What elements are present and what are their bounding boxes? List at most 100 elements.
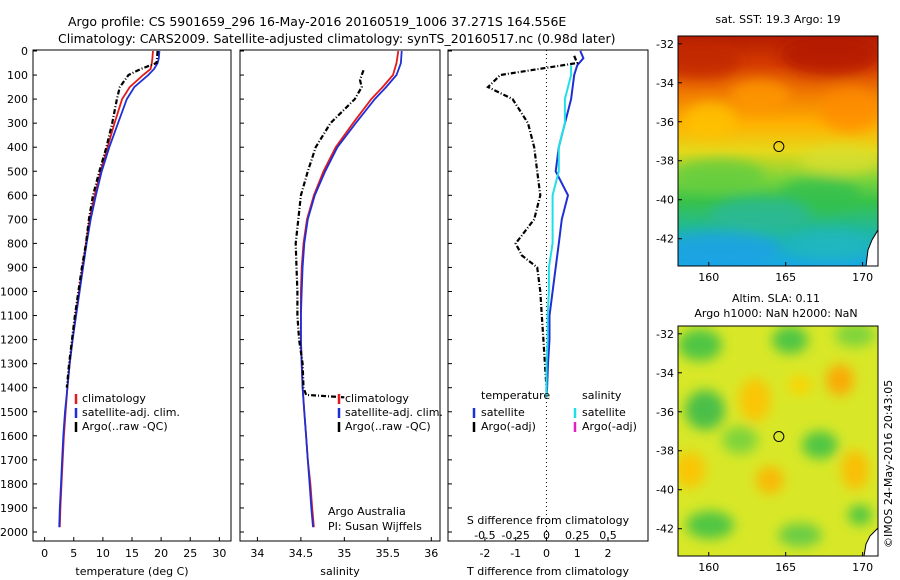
sst-map-frame xyxy=(677,35,879,267)
map-lon-label: 170 xyxy=(852,271,873,284)
depth-tick-label: 400 xyxy=(7,141,28,154)
x-tick-label: 34.5 xyxy=(289,547,314,560)
depth-tick-label: 1000 xyxy=(0,286,28,299)
difference-series-2 xyxy=(545,65,573,398)
depth-tick-label: 1300 xyxy=(0,358,28,371)
depth-tick-label: 500 xyxy=(7,165,28,178)
map-lat-label: -36 xyxy=(656,116,674,129)
map-lat-label: -32 xyxy=(656,328,674,341)
difference-legend-label: satellite xyxy=(481,406,525,419)
x-tick-label: 0 xyxy=(543,547,550,560)
pi-label: PI: Susan Wijffels xyxy=(328,520,422,533)
sst-map-field xyxy=(678,36,878,266)
map-lat-label: -32 xyxy=(656,38,674,51)
sla-map-field xyxy=(678,326,878,556)
depth-tick-label: 600 xyxy=(7,189,28,202)
difference-series-1 xyxy=(486,55,579,398)
depth-tick-label: 1800 xyxy=(0,478,28,491)
s-difference-tick-label: -0.25 xyxy=(501,529,529,542)
sla-map-title-2: Argo h1000: NaN h2000: NaN xyxy=(694,307,857,320)
depth-tick-label: 1700 xyxy=(0,454,28,467)
salinity-xlabel: salinity xyxy=(320,565,360,578)
x-tick-label: 15 xyxy=(125,547,139,560)
depth-tick-label: 100 xyxy=(7,69,28,82)
sla-map-frame xyxy=(677,325,879,557)
map-lat-label: -42 xyxy=(656,523,674,536)
header-line1: Argo profile: CS 5901659_296 16-May-2016… xyxy=(68,14,566,29)
salinity-series-2 xyxy=(294,69,365,399)
map-lat-label: -38 xyxy=(656,155,674,168)
x-tick-label: 34 xyxy=(250,547,264,560)
difference-legend-label: satellite xyxy=(582,406,626,419)
depth-tick-label: 1400 xyxy=(0,382,28,395)
temperature-series-2 xyxy=(65,50,159,388)
x-tick-label: 30 xyxy=(212,547,226,560)
sst-map-title: sat. SST: 19.3 Argo: 19 xyxy=(715,13,840,26)
sla-argo-location-marker xyxy=(773,431,785,443)
salinity-plot-frame xyxy=(239,49,441,542)
x-tick-label: 25 xyxy=(183,547,197,560)
map-lat-label: -36 xyxy=(656,406,674,419)
temperature-legend-label: satellite-adj. clim. xyxy=(82,406,180,419)
sst-map-axes: 160 165 170 -32 -34 -36 -38 -40 -42 xyxy=(656,38,873,284)
map-lon-label: 160 xyxy=(698,561,719,574)
depth-tick-label: 300 xyxy=(7,117,28,130)
x-tick-label: 5 xyxy=(70,547,77,560)
map-lon-label: 160 xyxy=(698,271,719,284)
x-tick-label: 1 xyxy=(574,547,581,560)
x-tick-label: 0 xyxy=(41,547,48,560)
depth-tick-label: 1100 xyxy=(0,310,28,323)
depth-axis: 0 100 200 300 400 500 600 700 800 900 1000 1100 1200… xyxy=(0,45,452,539)
difference-panel: -2 -1 0 1 2 -0.5 -0.25 0 0.25 0.5 temperature salin… xyxy=(472,50,637,560)
x-tick-label: 10 xyxy=(96,547,110,560)
x-tick-label: 35 xyxy=(337,547,351,560)
salinity-legend-label: satellite-adj. clim. xyxy=(345,406,443,419)
map-lat-label: -38 xyxy=(656,445,674,458)
temperature-legend-label: Argo(..raw -QC) xyxy=(82,420,168,433)
imos-credit: ©IMOS 24-May-2016 20:43:05 xyxy=(882,380,895,548)
sla-map-axes: 160 165 170 -32 -34 -36 -38 -40 -42 xyxy=(656,328,873,574)
depth-tick-label: 0 xyxy=(21,45,28,58)
difference-legend-label: Argo(-adj) xyxy=(582,420,637,433)
depth-tick-label: 1900 xyxy=(0,502,28,515)
map-lat-label: -34 xyxy=(656,77,674,90)
depth-tick-label: 700 xyxy=(7,213,28,226)
argo-australia-label: Argo Australia xyxy=(328,505,406,518)
map-lat-label: -40 xyxy=(656,484,674,497)
map-lat-label: -40 xyxy=(656,194,674,207)
map-lon-label: 165 xyxy=(775,561,796,574)
x-tick-label: 2 xyxy=(605,547,612,560)
salinity-panel: 34 34.5 35 35.5 36 climatologysatellite-adj. … xyxy=(250,50,443,560)
difference-legend-label: Argo(-adj) xyxy=(481,420,536,433)
depth-tick-label: 800 xyxy=(7,237,28,250)
difference-series-0 xyxy=(545,50,585,398)
temperature-legend-label: climatology xyxy=(82,392,146,405)
map-lat-label: -34 xyxy=(656,367,674,380)
s-difference-xlabel: S difference from climatology xyxy=(467,514,630,527)
depth-tick-label: 2000 xyxy=(0,526,28,539)
salinity-series-1 xyxy=(299,50,403,528)
salinity-legend-label: Argo(..raw -QC) xyxy=(345,420,431,433)
sst-argo-location-marker xyxy=(773,141,785,153)
legend-salinity-title: salinity xyxy=(582,389,622,402)
map-lon-label: 165 xyxy=(775,271,796,284)
x-tick-label: -2 xyxy=(479,547,490,560)
temperature-plot-frame xyxy=(32,49,232,542)
map-lat-label: -42 xyxy=(656,233,674,246)
s-difference-tick-label: -0.5 xyxy=(474,529,495,542)
depth-tick-label: 1500 xyxy=(0,406,28,419)
depth-tick-label: 1600 xyxy=(0,430,28,443)
salinity-legend-label: climatology xyxy=(345,392,409,405)
sla-map-title-1: Altim. SLA: 0.11 xyxy=(732,292,820,305)
depth-tick-label: 900 xyxy=(7,261,28,274)
x-tick-label: 20 xyxy=(154,547,168,560)
s-difference-tick-label: 0 xyxy=(543,529,550,542)
x-tick-label: 36 xyxy=(424,547,438,560)
x-tick-label: -1 xyxy=(510,547,521,560)
t-difference-xlabel: T difference from climatology xyxy=(466,565,629,578)
header-line2: Climatology: CARS2009. Satellite-adjuste… xyxy=(58,31,615,46)
temperature-xlabel: temperature (deg C) xyxy=(75,565,188,578)
x-tick-label: 35.5 xyxy=(376,547,401,560)
